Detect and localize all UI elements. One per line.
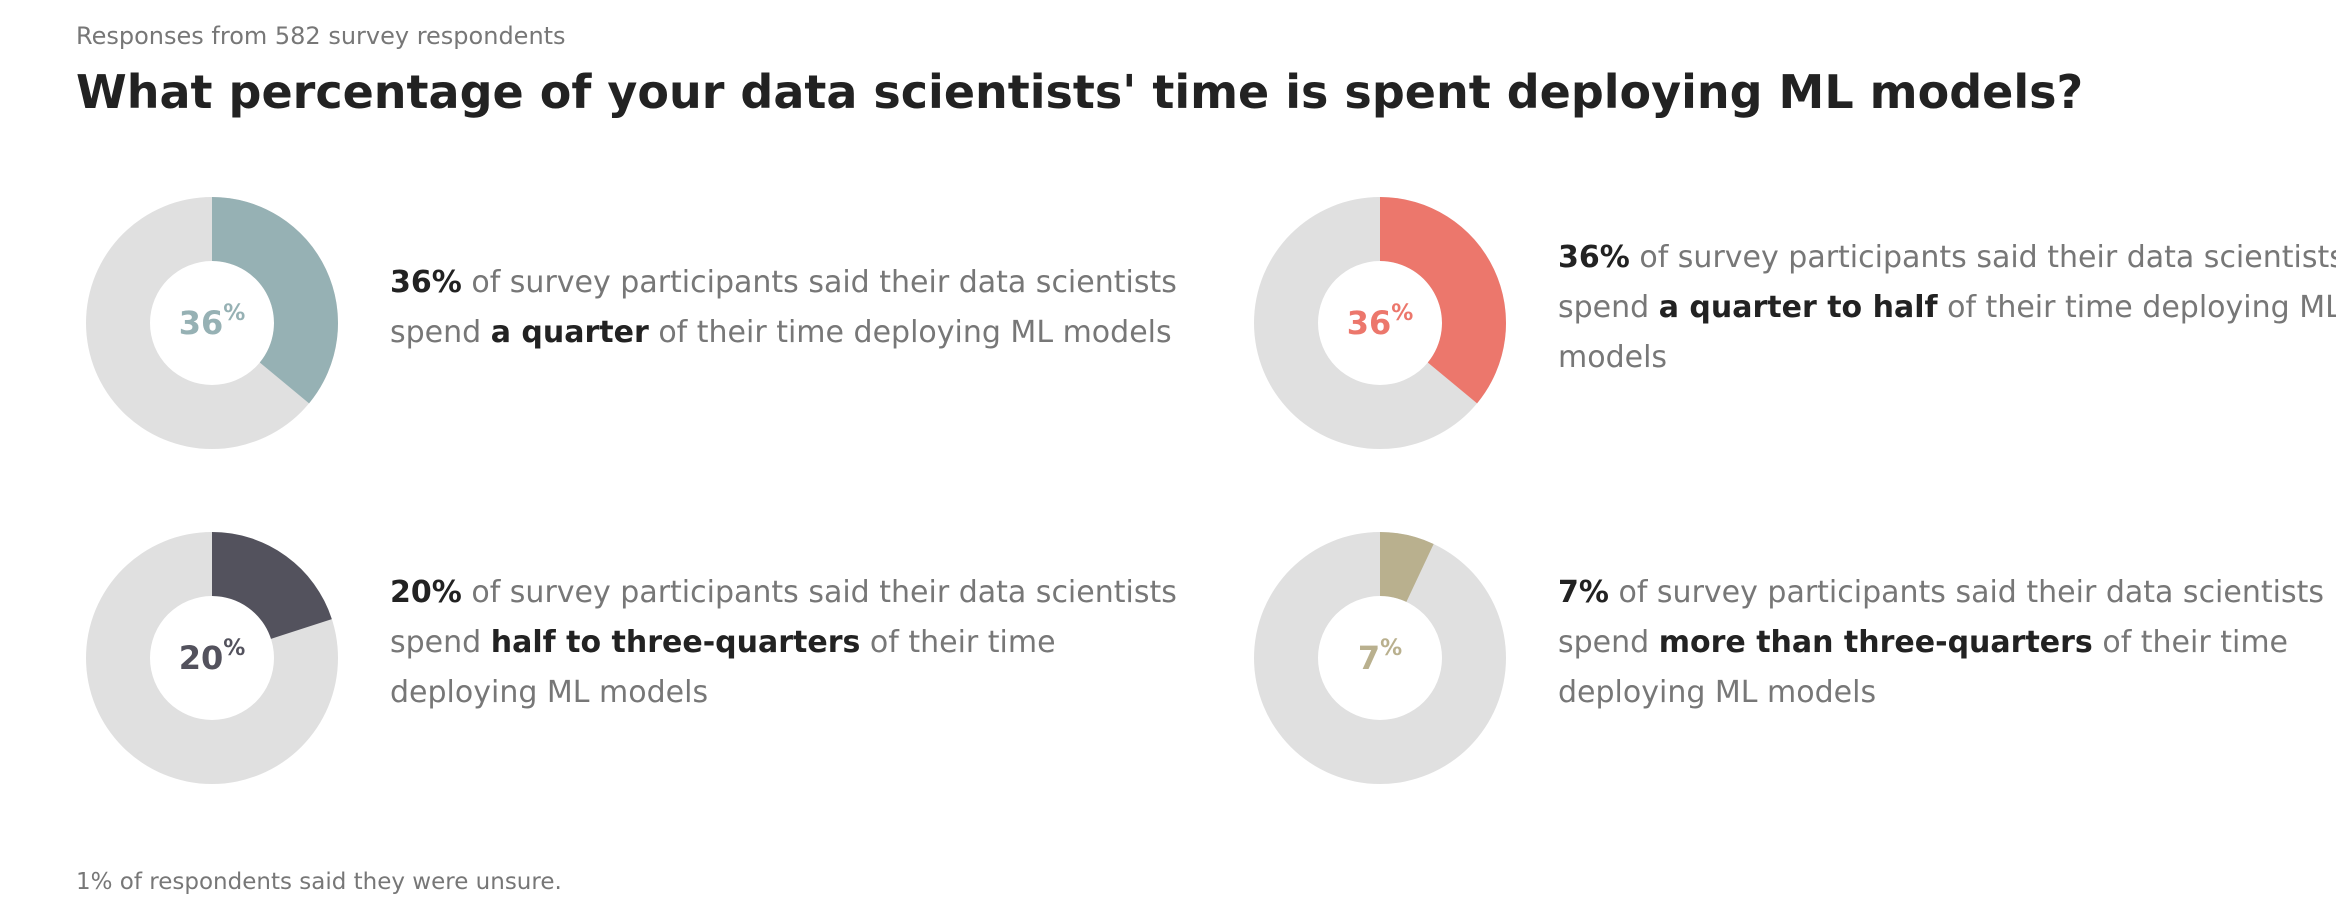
description-text-before: of survey participants said their data s…	[1558, 240, 2336, 325]
chart-subtitle: Responses from 582 survey respondents	[76, 22, 566, 50]
chart-title: What percentage of your data scientists'…	[76, 65, 2084, 119]
footnote: 1% of respondents said they were unsure.	[76, 869, 562, 895]
description-text-before: of survey participants said their data s…	[1558, 575, 2324, 660]
donut-chart	[86, 197, 339, 449]
description-text-before: of survey participants said their data s…	[390, 575, 1177, 660]
percent-sign: %	[223, 300, 246, 326]
donut-chart	[86, 532, 338, 784]
description-lead: 7%	[1558, 575, 1609, 610]
donut-center-label: 7%	[1250, 528, 1510, 788]
donut-chart	[1254, 197, 1506, 449]
donut-panel-a-quarter: 36% 36% of survey participants said thei…	[82, 193, 1242, 453]
description-lead: 36%	[1558, 240, 1630, 275]
description: 36% of survey participants said their da…	[390, 258, 1180, 358]
donut-center-label: 36%	[1250, 193, 1510, 453]
donut-value-text: 36	[178, 304, 224, 342]
description-text-after: of their time deploying ML models	[1558, 290, 2336, 375]
donut-panel-a-quarter-to-half: 36% 36% of survey participants said thei…	[1250, 193, 2336, 453]
description-text-after: of their time deploying ML models	[390, 625, 1056, 710]
description-emphasis: half to three-quarters	[490, 625, 861, 660]
description: 20% of survey participants said their da…	[390, 568, 1180, 718]
donut-value-slice	[1380, 532, 1434, 602]
description-text-after: of their time deploying ML models	[1558, 625, 2289, 710]
percent-sign: %	[1380, 635, 1403, 661]
description-lead: 20%	[390, 575, 462, 610]
donut-value-slice	[212, 532, 332, 639]
donut-value-text: 36	[1346, 304, 1392, 342]
donut-center-label: 36%	[82, 193, 342, 453]
donut-center-label: 20%	[82, 528, 342, 788]
percent-sign: %	[1391, 300, 1414, 326]
donut-value-text: 20	[178, 639, 224, 677]
description-emphasis: a quarter	[490, 315, 649, 350]
description-emphasis: more than three-quarters	[1658, 625, 2093, 660]
donut-panel-half-to-three-quarters: 20% 20% of survey participants said thei…	[82, 528, 1242, 788]
description-lead: 36%	[390, 265, 462, 300]
donut-value-slice	[1380, 197, 1506, 404]
description: 7% of survey participants said their dat…	[1558, 568, 2336, 718]
donut-chart	[1254, 532, 1506, 784]
description: 36% of survey participants said their da…	[1558, 233, 2336, 383]
description-emphasis: a quarter to half	[1658, 290, 1938, 325]
percent-sign: %	[223, 635, 246, 661]
donut-value-text: 7	[1357, 639, 1381, 677]
donut-value-slice	[212, 197, 339, 404]
donut-panel-more-than-three-quarters: 7% 7% of survey participants said their …	[1250, 528, 2336, 788]
donut-track	[1254, 532, 1506, 784]
description-text-before: of survey participants said their data s…	[390, 265, 1177, 350]
description-text-after: of their time deploying ML models	[648, 315, 1172, 350]
